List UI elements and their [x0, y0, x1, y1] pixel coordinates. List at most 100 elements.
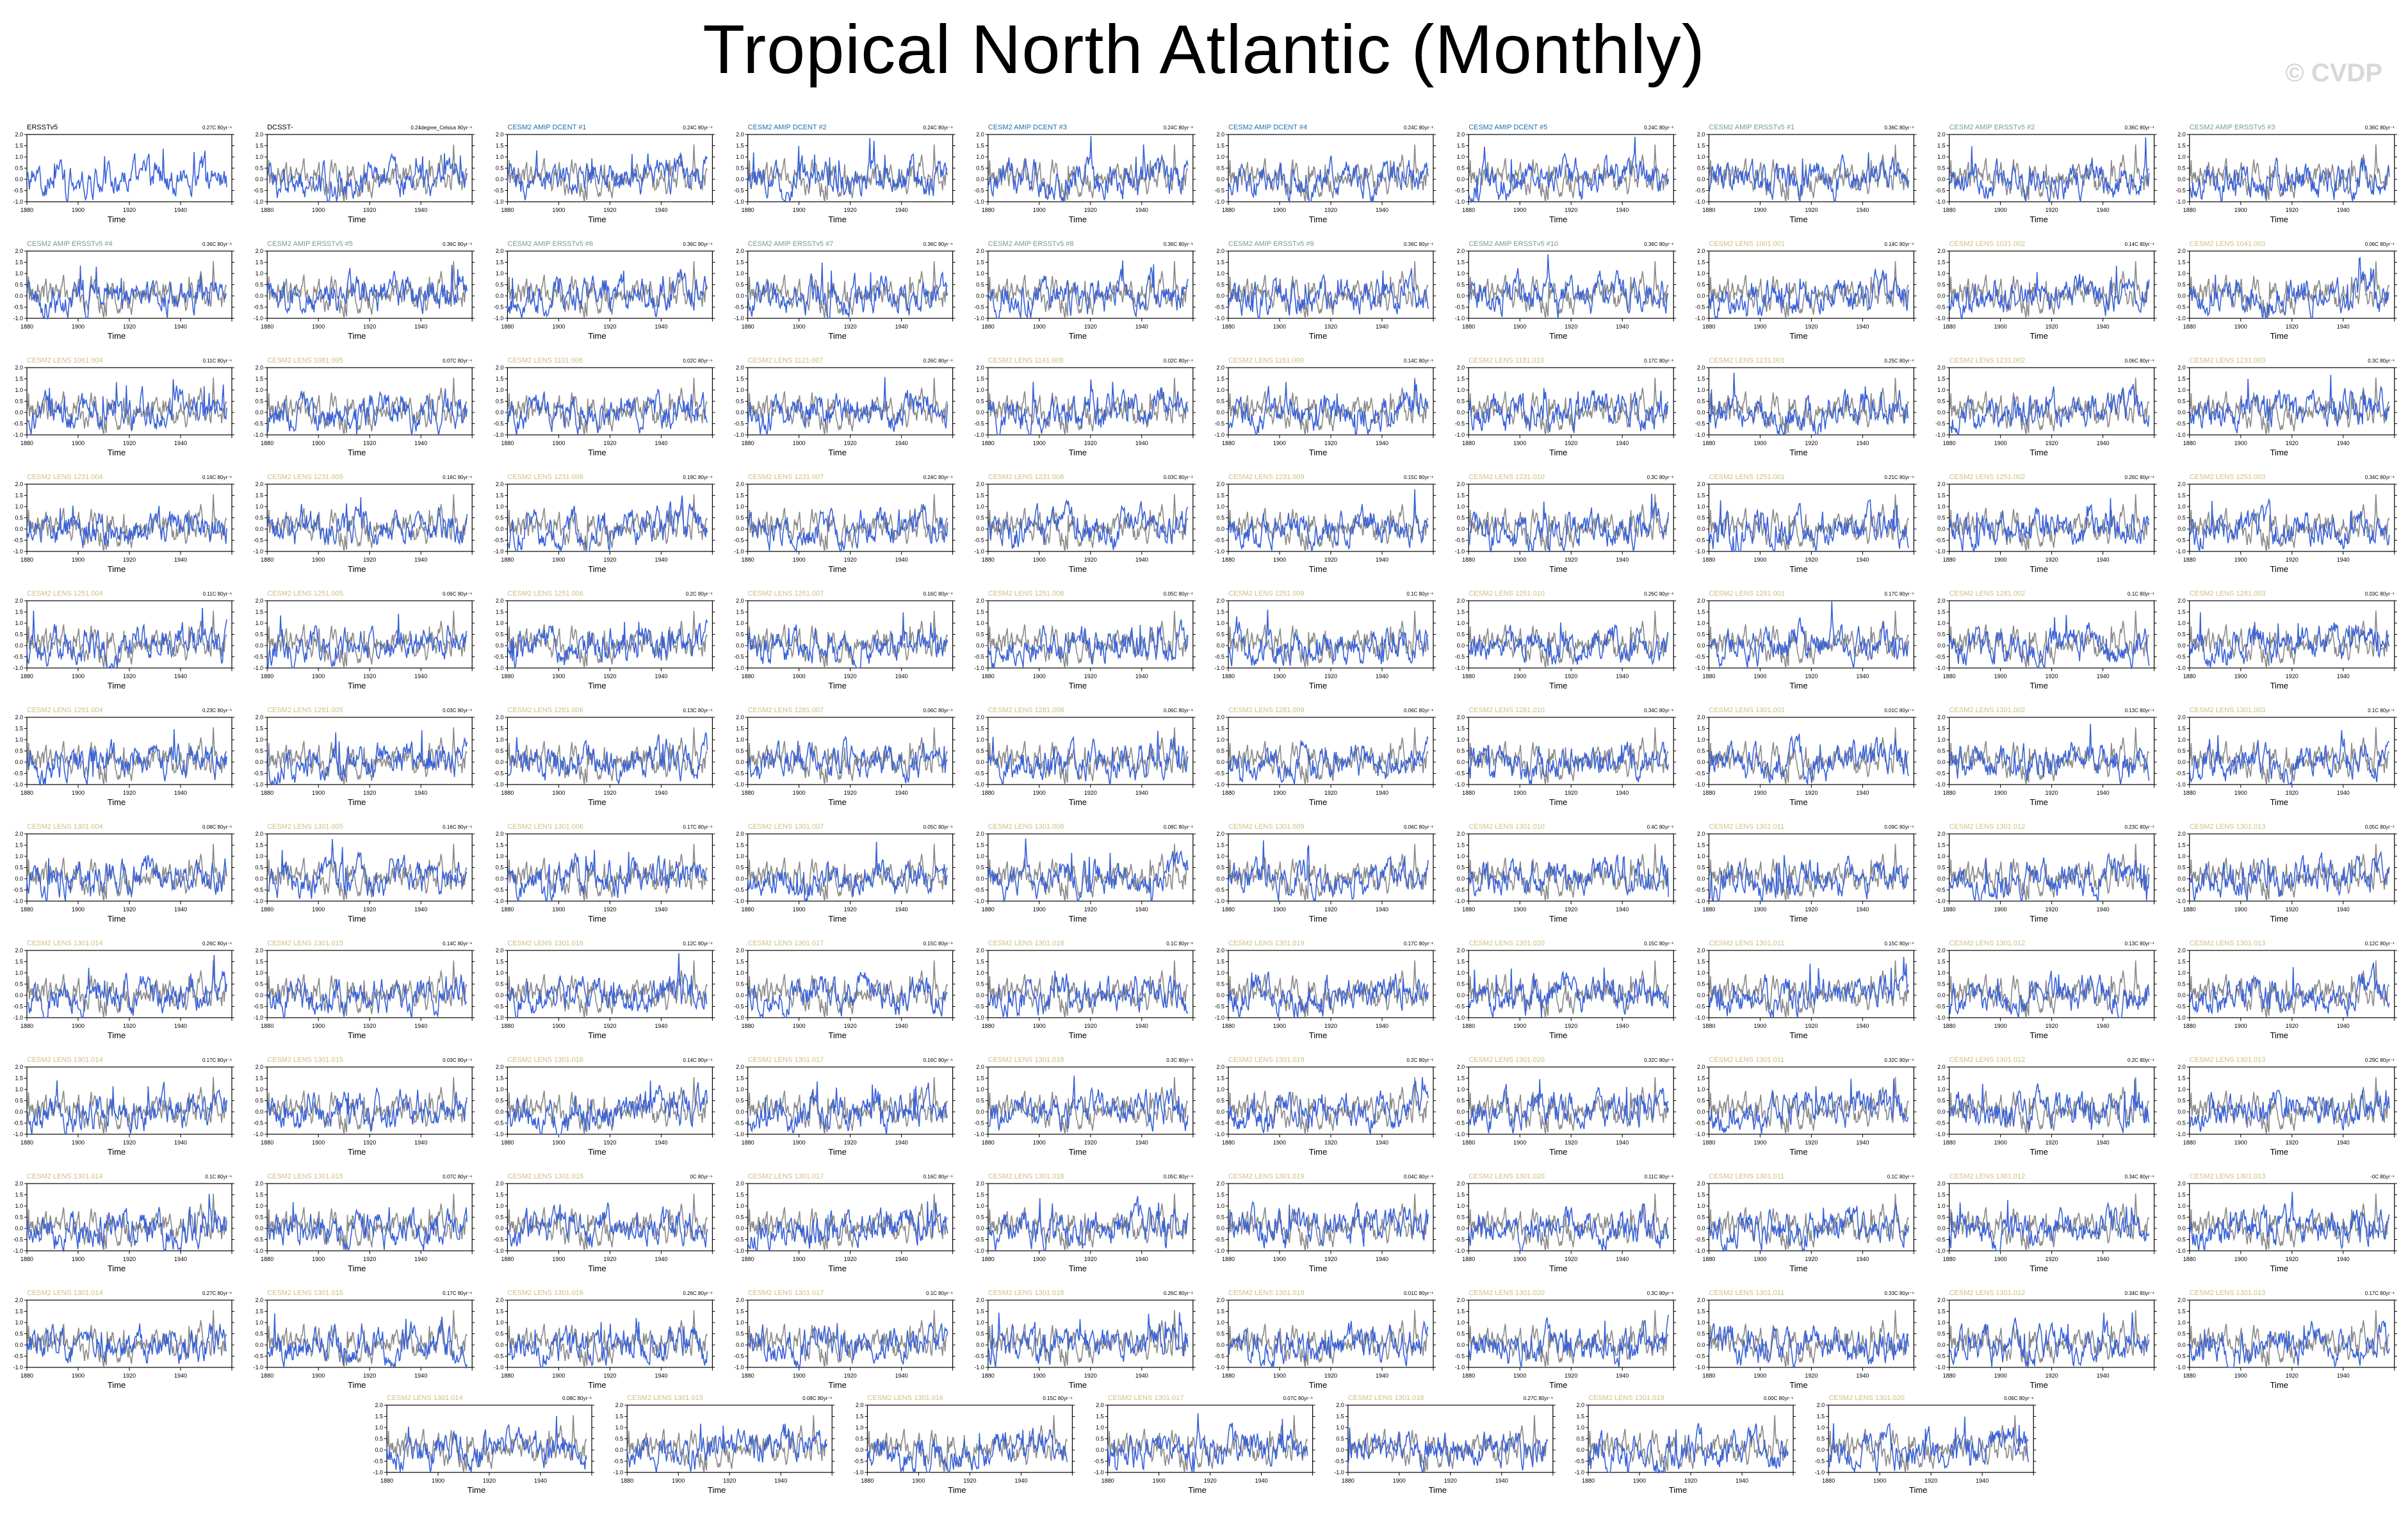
- x-tick-label: 1880: [1222, 557, 1235, 563]
- panel-title: CESM2 LENS 1231.005: [267, 473, 343, 481]
- x-tick-label: 1940: [2337, 323, 2350, 330]
- x-tick-label: 1920: [123, 557, 136, 563]
- y-tick-label: 2.0: [1697, 131, 1705, 138]
- x-tick-label: 1880: [20, 207, 33, 213]
- x-tick-label: 1900: [72, 1372, 85, 1379]
- y-tick-label: 0.0: [15, 176, 23, 183]
- y-tick-label: -1.0: [734, 1131, 744, 1137]
- model-series-line: [2189, 1191, 2390, 1251]
- panel-title: CESM2 LENS 1301.017: [748, 1173, 824, 1180]
- y-tick-label: -1.0: [614, 1469, 624, 1476]
- y-tick-label: 0.5: [856, 1436, 864, 1442]
- x-tick-label: 1920: [2286, 1023, 2298, 1029]
- y-tick-label: 0.5: [1216, 865, 1224, 871]
- y-tick-label: -0.5: [734, 188, 744, 194]
- x-tick-label: 1900: [1513, 440, 1526, 446]
- y-tick-label: -0.5: [254, 1237, 264, 1243]
- observation-series-line: [1228, 1193, 1429, 1251]
- y-tick-label: 1.0: [1096, 1424, 1104, 1431]
- y-tick-label: 1.0: [2177, 270, 2186, 277]
- panel-title: CESM2 LENS 1301.016: [507, 1173, 583, 1180]
- x-tick-label: 1900: [552, 673, 565, 680]
- y-tick-label: 1.0: [496, 1319, 504, 1326]
- model-series-line: [2189, 1089, 2390, 1132]
- observation-series-line: [266, 1310, 468, 1368]
- y-tick-label: 1.5: [1457, 959, 1465, 965]
- y-tick-label: 2.0: [1216, 131, 1224, 138]
- panel-trend-label: 0.14C 80yr⁻¹: [1404, 358, 1433, 364]
- y-tick-label: 0.0: [256, 1225, 264, 1232]
- y-tick-label: -0.5: [2176, 1120, 2186, 1127]
- x-tick-label: 1900: [1273, 906, 1286, 913]
- panel: ERSSTv5 0.27C 80yr⁻¹-1.0-0.50.00.51.01.52…: [13, 124, 234, 224]
- y-tick-label: -0.5: [1455, 188, 1465, 194]
- panel-title: CESM2 LENS 1251.004: [27, 590, 103, 598]
- panel-title: CESM2 LENS 1301.008: [988, 823, 1064, 831]
- model-series-line: [988, 499, 1189, 551]
- x-tick-label: 1940: [414, 1023, 427, 1029]
- y-tick-label: 1.0: [736, 387, 744, 393]
- panel-frame: [1949, 1183, 2155, 1251]
- model-series-line: [988, 136, 1189, 202]
- panel-title: CESM2 AMIP ERSSTv5 #10: [1468, 240, 1558, 248]
- panel-title: CESM2 LENS 1301.014: [27, 1173, 103, 1180]
- model-series-line: [1468, 967, 1669, 1018]
- y-tick-label: 2.0: [1697, 947, 1705, 954]
- x-axis-label: Time: [348, 681, 366, 690]
- y-tick-label: 0.5: [256, 515, 264, 521]
- panel-title: CESM2 LENS 1301.012: [1949, 940, 2026, 947]
- y-tick-label: 1.5: [496, 959, 504, 965]
- x-tick-label: 1880: [1943, 1023, 1956, 1029]
- x-tick-label: 1880: [20, 673, 33, 680]
- x-tick-label: 1920: [1084, 323, 1097, 330]
- x-tick-label: 1880: [1702, 790, 1715, 796]
- observation-series-line: [1708, 1077, 1910, 1135]
- y-tick-label: 1.0: [256, 1203, 264, 1209]
- panel-title: CESM2 LENS 1301.006: [507, 823, 583, 831]
- panel-trend-label: 0.14C 80yr⁻¹: [2125, 241, 2154, 247]
- model-series-line: [2189, 850, 2390, 902]
- y-tick-label: 1.5: [1457, 143, 1465, 149]
- panel: CESM2 LENS 1301.016 0C 80yr⁻¹-1.0-0.50.00…: [494, 1173, 715, 1273]
- model-series-line: [26, 1323, 227, 1364]
- x-tick-label: 1940: [414, 440, 427, 446]
- x-tick-label: 1920: [123, 207, 136, 213]
- x-tick-label: 1880: [1943, 1256, 1956, 1262]
- y-tick-label: 1.0: [976, 270, 984, 277]
- y-tick-label: -1.0: [2176, 1364, 2186, 1371]
- x-tick-label: 1900: [2234, 1139, 2247, 1146]
- x-axis-label: Time: [108, 1147, 126, 1157]
- y-tick-label: 2.0: [496, 481, 504, 487]
- y-tick-label: 1.0: [496, 270, 504, 277]
- panel-title: CESM2 LENS 1301.019: [1588, 1394, 1664, 1402]
- x-tick-label: 1880: [742, 1023, 754, 1029]
- x-tick-label: 1900: [72, 906, 85, 913]
- x-tick-label: 1940: [1856, 1372, 1869, 1379]
- x-tick-label: 1900: [1033, 1023, 1046, 1029]
- y-tick-label: 0.0: [615, 1447, 624, 1453]
- x-axis-label: Time: [1309, 681, 1327, 690]
- panel: CESM2 LENS 1231.009 0.15C 80yr⁻¹-1.0-0.50…: [1214, 473, 1436, 574]
- y-tick-label: -0.5: [974, 1120, 984, 1127]
- x-tick-label: 1900: [1994, 323, 2007, 330]
- x-tick-label: 1920: [2286, 906, 2298, 913]
- y-tick-label: -0.5: [1935, 537, 1946, 544]
- y-tick-label: 1.5: [1216, 842, 1224, 849]
- y-tick-label: -1.0: [734, 1248, 744, 1254]
- panel: CESM2 LENS 1021.002 0.14C 80yr⁻¹-1.0-0.50…: [1935, 240, 2157, 341]
- y-tick-label: 0.5: [1216, 282, 1224, 288]
- y-tick-label: 2.0: [1937, 598, 1946, 604]
- y-tick-label: 1.0: [1697, 1319, 1705, 1326]
- x-tick-label: 1900: [1273, 1023, 1286, 1029]
- panel-title: CESM2 LENS 1181.010: [1468, 357, 1544, 364]
- x-axis-label: Time: [108, 797, 126, 807]
- y-tick-label: 0.0: [736, 992, 744, 998]
- y-tick-label: 0.0: [2177, 176, 2186, 183]
- y-tick-label: 0.5: [2177, 1331, 2186, 1337]
- panel-trend-label: 0.17C 80yr⁻¹: [683, 824, 712, 830]
- y-tick-label: 0.5: [2177, 398, 2186, 405]
- panel-frame: [2189, 833, 2395, 902]
- x-tick-label: 1880: [1702, 1256, 1715, 1262]
- y-tick-label: -0.5: [1935, 887, 1946, 893]
- y-tick-label: 0.5: [2177, 981, 2186, 988]
